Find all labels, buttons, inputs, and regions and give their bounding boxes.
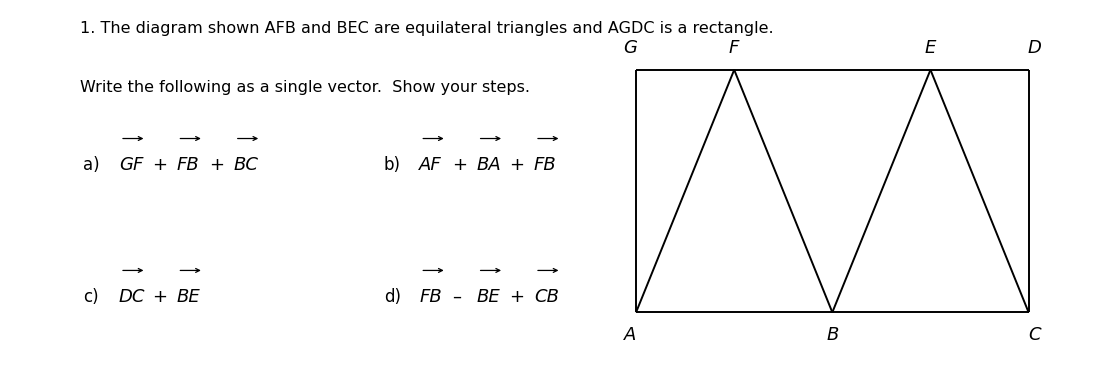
Text: A: A: [624, 326, 637, 344]
Text: b): b): [384, 156, 400, 174]
Text: CB: CB: [534, 288, 559, 306]
Text: GF: GF: [119, 156, 143, 174]
Text: C: C: [1027, 326, 1041, 344]
Text: BE: BE: [177, 288, 200, 306]
Text: +: +: [152, 156, 167, 174]
Text: FB: FB: [534, 156, 557, 174]
Text: BC: BC: [234, 156, 259, 174]
Text: DC: DC: [119, 288, 146, 306]
Text: AF: AF: [419, 156, 441, 174]
Text: E: E: [925, 40, 936, 57]
Text: B: B: [826, 326, 838, 344]
Text: +: +: [509, 156, 525, 174]
Text: –: –: [453, 288, 461, 306]
Text: +: +: [509, 288, 525, 306]
Text: +: +: [209, 156, 225, 174]
Text: +: +: [453, 156, 467, 174]
Text: 1. The diagram shown AFB and BEC are equilateral triangles and AGDC is a rectang: 1. The diagram shown AFB and BEC are equ…: [80, 21, 774, 36]
Text: a): a): [83, 156, 100, 174]
Text: BE: BE: [477, 288, 500, 306]
Text: d): d): [384, 288, 400, 306]
Text: BA: BA: [477, 156, 502, 174]
Text: G: G: [624, 40, 637, 57]
Text: c): c): [83, 288, 99, 306]
Text: Write the following as a single vector.  Show your steps.: Write the following as a single vector. …: [80, 80, 530, 95]
Text: +: +: [152, 288, 167, 306]
Text: F: F: [729, 40, 739, 57]
Text: FB: FB: [177, 156, 199, 174]
Text: D: D: [1027, 40, 1041, 57]
Text: FB: FB: [419, 288, 441, 306]
